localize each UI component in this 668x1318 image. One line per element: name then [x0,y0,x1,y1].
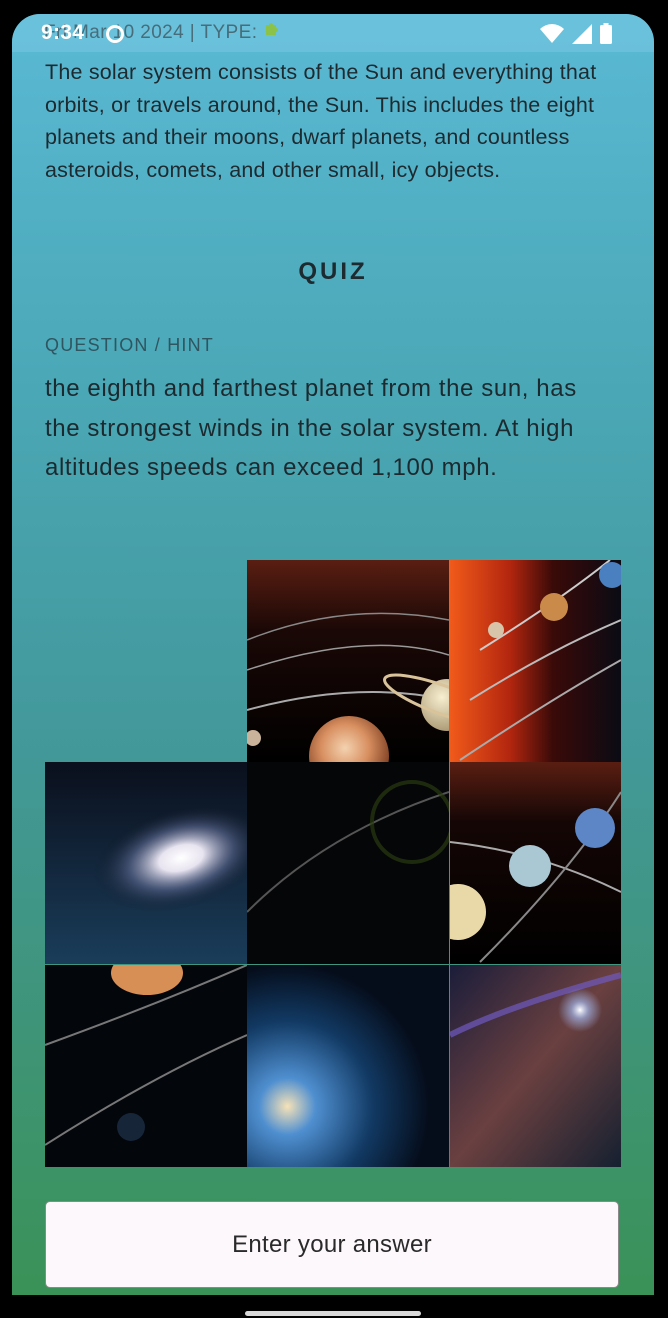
puzzle-tile-jupiter-saturn[interactable] [247,560,449,762]
signal-icon [572,23,592,49]
hint-label: QUESTION / HINT [45,335,215,355]
puzzle-tile-uranus-neptune[interactable] [450,762,621,964]
question-text: the eighth and farthest planet from the … [45,375,577,481]
wifi-icon [540,23,564,49]
puzzle-tile-sun-inner-planets[interactable] [450,560,621,762]
puzzle-icon [263,22,281,43]
empty-tile-slot[interactable] [45,560,247,762]
date-type-text: Fri Mar 10 2024 | TYPE: [44,22,264,43]
nebula-image [450,965,621,1167]
sync-icon [106,25,124,43]
jupiter-saturn-image [247,560,449,762]
battery-icon [600,23,612,49]
sliding-puzzle-grid [45,560,621,1167]
status-icons [540,23,612,49]
status-time: 9:34 [41,21,85,44]
quiz-heading: QUIZ [298,258,368,285]
puzzle-tile-blue-star[interactable] [247,965,449,1167]
puzzle-tile-jupiter-orbit[interactable] [45,965,247,1167]
date-type-line: Fri Mar 10 2024 | TYPE: [44,20,281,44]
uranus-neptune-image [450,762,621,964]
jupiter-orbit-image [45,965,247,1167]
answer-placeholder: Enter your answer [232,1230,432,1258]
article-description: The solar system consists of the Sun and… [45,60,597,182]
blue-star-image [247,965,449,1167]
answer-input[interactable]: Enter your answer [45,1201,619,1288]
status-bar: Fri Mar 10 2024 | TYPE: 9:34 [12,14,654,52]
puzzle-tile-nebula[interactable] [450,965,621,1167]
sun-inner-planets-image [450,560,621,762]
puzzle-tile-spiral-galaxy[interactable] [45,762,247,964]
spiral-galaxy-image [45,762,247,964]
home-indicator[interactable] [245,1311,421,1316]
puzzle-tile-dark-orbit[interactable] [247,762,449,964]
dark-orbit-image [247,762,449,964]
phone-screen: Fri Mar 10 2024 | TYPE: 9:34 The solar s… [12,14,654,1295]
